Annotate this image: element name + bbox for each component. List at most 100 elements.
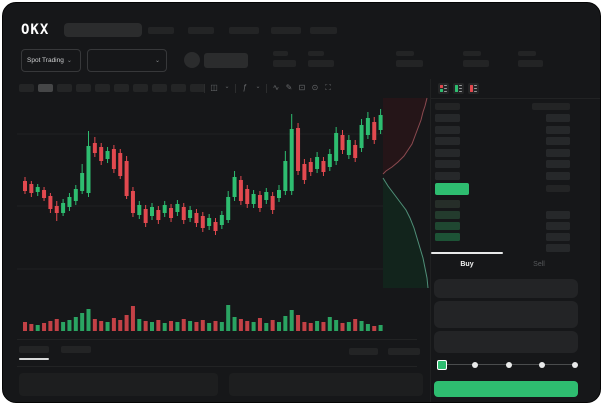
last-price-bar [435, 183, 469, 195]
orderbook-asks-icon[interactable] [468, 83, 479, 94]
orderbook-both-icon[interactable] [438, 83, 449, 94]
stat-label [518, 51, 536, 56]
ask-row-amount[interactable] [546, 160, 570, 168]
bid-row-price[interactable] [435, 211, 460, 219]
bid-row-amount[interactable] [546, 233, 570, 241]
divider [235, 84, 236, 93]
search-input[interactable] [64, 23, 142, 37]
depth-chart[interactable] [381, 96, 431, 290]
candlestick-chart[interactable] [17, 96, 383, 341]
nav-item[interactable] [188, 27, 214, 34]
slider-dot-25[interactable] [472, 362, 478, 368]
nav-item[interactable] [229, 27, 259, 34]
total-input[interactable] [434, 331, 578, 353]
ob-header-price [435, 103, 460, 110]
price-input[interactable] [434, 279, 578, 298]
draw-icon[interactable]: ✎ [285, 83, 293, 92]
chevron-down-icon: ⌄ [66, 58, 72, 64]
bottom-tab[interactable] [61, 346, 91, 353]
chart-type-icon[interactable]: ◫ [210, 83, 218, 92]
indicators-icon[interactable]: ƒ [242, 83, 248, 92]
ask-row-amount[interactable] [546, 149, 570, 157]
ask-row-price[interactable] [435, 126, 460, 134]
divider [204, 84, 205, 93]
orders-panel [19, 373, 218, 396]
tab-sell[interactable]: Sell [503, 253, 575, 275]
divider [266, 84, 267, 93]
timeframe-button[interactable] [95, 84, 110, 92]
bottom-tab-active[interactable] [19, 346, 49, 353]
bid-row-price[interactable] [435, 233, 460, 241]
bottom-action[interactable] [349, 348, 378, 355]
orderbook-bids-icon[interactable] [453, 83, 464, 94]
bottom-action[interactable] [388, 348, 420, 355]
camera-icon[interactable]: ⊡ [298, 83, 306, 92]
stat-label [273, 51, 288, 56]
slider-dot-75[interactable] [539, 362, 545, 368]
divider [17, 339, 417, 340]
coin-icon [184, 52, 200, 68]
stat-label [463, 51, 481, 56]
timeframe-button[interactable] [19, 84, 34, 92]
timeframe-button[interactable] [152, 84, 167, 92]
timeframe-button[interactable] [190, 84, 205, 92]
bid-row-price[interactable] [435, 200, 460, 208]
stat-label [308, 51, 324, 56]
ask-row-amount[interactable] [546, 126, 570, 134]
settings-icon[interactable]: ⊙ [311, 83, 319, 92]
nav-item[interactable] [148, 27, 174, 34]
pair-dropdown[interactable]: ⌄ [87, 49, 167, 72]
active-tab-indicator [431, 252, 503, 254]
divider [430, 79, 431, 402]
stat-value [273, 60, 296, 67]
chevron-down-icon[interactable]: ⌄ [255, 84, 261, 90]
bid-row-amount[interactable] [546, 222, 570, 230]
tab-buy[interactable]: Buy [431, 253, 503, 275]
stat-value [518, 60, 543, 67]
amount-input[interactable] [434, 301, 578, 328]
divider [17, 366, 417, 367]
orders-panel [229, 373, 423, 396]
ask-row-amount[interactable] [546, 137, 570, 145]
timeframe-button[interactable] [133, 84, 148, 92]
timeframe-button[interactable] [38, 84, 53, 92]
timeframe-button[interactable] [76, 84, 91, 92]
bid-row-amount[interactable] [546, 211, 570, 219]
ob-header-amount [532, 103, 570, 110]
slider-handle[interactable] [437, 360, 447, 370]
pair-name-placeholder [204, 53, 248, 68]
timeframe-button[interactable] [57, 84, 72, 92]
timeframe-button[interactable] [114, 84, 129, 92]
ask-row-price[interactable] [435, 160, 460, 168]
timeframe-button[interactable] [171, 84, 186, 92]
slider-dot-50[interactable] [506, 362, 512, 368]
bid-row-price[interactable] [435, 222, 460, 230]
market-type-dropdown[interactable]: Spot Trading ⌄ [21, 49, 81, 72]
stat-value [463, 60, 489, 67]
stat-value [396, 60, 423, 67]
tab-buy-label: Buy [460, 260, 474, 268]
market-type-label: Spot Trading [27, 57, 64, 64]
active-tab-underline [19, 358, 49, 360]
stat-label [396, 51, 414, 56]
okx-logo[interactable]: OKX [21, 22, 50, 38]
tab-sell-label: Sell [533, 260, 545, 268]
ask-row-amount[interactable] [546, 172, 570, 180]
ask-row-price[interactable] [435, 149, 460, 157]
ask-row-amount[interactable] [546, 114, 570, 122]
ob-row-amount [546, 185, 570, 192]
ask-row-price[interactable] [435, 137, 460, 145]
chevron-down-icon: ⌄ [154, 58, 160, 64]
chevron-down-icon[interactable]: ⌄ [224, 84, 230, 90]
nav-item[interactable] [310, 27, 337, 34]
nav-item[interactable] [271, 27, 301, 34]
slider-dot-100[interactable] [572, 362, 578, 368]
fullscreen-icon[interactable]: ⛶ [325, 83, 331, 92]
divider [431, 98, 600, 99]
line-tool-icon[interactable]: ∿ [272, 83, 280, 92]
buy-submit-button[interactable] [434, 381, 578, 397]
ask-row-price[interactable] [435, 172, 460, 180]
bid-row-amount[interactable] [546, 244, 570, 252]
ask-row-price[interactable] [435, 114, 460, 122]
